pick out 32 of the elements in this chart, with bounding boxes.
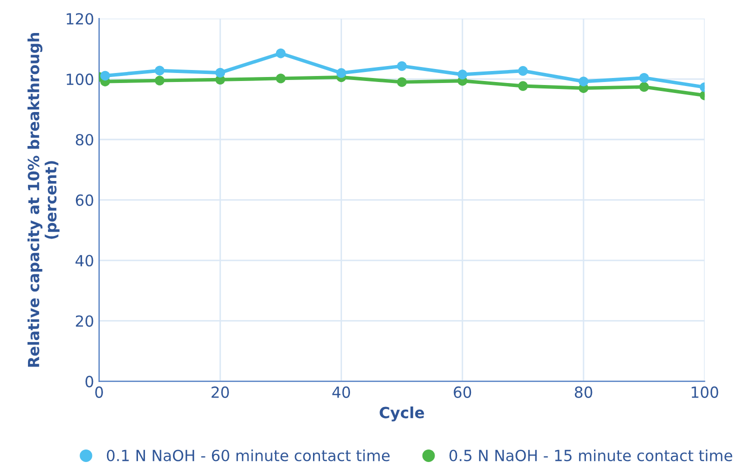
point bbox=[639, 82, 649, 92]
point bbox=[397, 61, 407, 71]
point bbox=[518, 81, 528, 91]
x-tick-label: 80 bbox=[574, 386, 592, 398]
point bbox=[276, 48, 286, 58]
point bbox=[215, 68, 226, 78]
point bbox=[154, 76, 165, 86]
point bbox=[154, 66, 165, 76]
point bbox=[336, 68, 346, 78]
y-tick-label: 40 bbox=[76, 254, 94, 266]
point bbox=[639, 72, 649, 83]
point bbox=[276, 74, 286, 84]
y-tick-label: 80 bbox=[76, 134, 94, 146]
point bbox=[578, 76, 588, 86]
y-tick-label: 100 bbox=[66, 74, 94, 86]
point bbox=[100, 70, 110, 81]
x-axis-title: Cycle bbox=[380, 406, 424, 422]
legend-label: 0.1 N NaOH - 60 minute contact time bbox=[106, 449, 390, 462]
point bbox=[458, 70, 468, 80]
y-tick-label: 120 bbox=[66, 13, 94, 25]
point bbox=[518, 66, 528, 76]
point bbox=[397, 77, 407, 87]
x-tick-label: 20 bbox=[212, 386, 229, 398]
x-tick-label: 60 bbox=[454, 386, 472, 398]
legend-label: 0.5 N NaOH - 15 minute contact time bbox=[449, 449, 732, 462]
y-tick-label: 0 bbox=[86, 376, 94, 388]
y-tick-label: 60 bbox=[76, 194, 94, 206]
x-tick-label: 100 bbox=[692, 386, 718, 398]
y-axis-title: Relative capacity at 10% breakthrough (percent) bbox=[28, 32, 60, 367]
x-tick-label: 40 bbox=[332, 386, 350, 398]
y-tick-label: 20 bbox=[76, 315, 94, 327]
x-tick-label: 0 bbox=[95, 386, 103, 398]
